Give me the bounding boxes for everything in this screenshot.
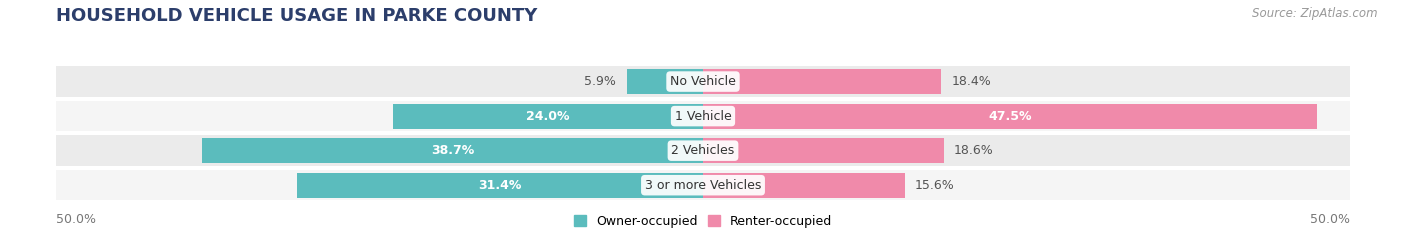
Bar	[703, 138, 943, 163]
Text: 18.4%: 18.4%	[952, 75, 991, 88]
Text: 50.0%: 50.0%	[1310, 213, 1350, 227]
Bar	[56, 101, 1350, 131]
Text: 38.7%: 38.7%	[432, 144, 474, 157]
Text: 18.6%: 18.6%	[953, 144, 994, 157]
Text: 5.9%: 5.9%	[585, 75, 616, 88]
Text: 50.0%: 50.0%	[56, 213, 96, 227]
Legend: Owner-occupied, Renter-occupied: Owner-occupied, Renter-occupied	[574, 215, 832, 228]
Bar	[627, 69, 703, 94]
Bar	[703, 173, 905, 198]
Bar	[56, 66, 1350, 97]
Text: 47.5%: 47.5%	[988, 110, 1032, 123]
Text: Source: ZipAtlas.com: Source: ZipAtlas.com	[1253, 7, 1378, 20]
Bar	[56, 135, 1350, 166]
Bar	[202, 138, 703, 163]
Text: 31.4%: 31.4%	[478, 179, 522, 192]
Bar	[297, 173, 703, 198]
Bar	[703, 104, 1317, 128]
Bar	[56, 170, 1350, 200]
Text: 1 Vehicle: 1 Vehicle	[675, 110, 731, 123]
Bar	[392, 104, 703, 128]
Text: 3 or more Vehicles: 3 or more Vehicles	[645, 179, 761, 192]
Text: No Vehicle: No Vehicle	[671, 75, 735, 88]
Bar	[703, 69, 941, 94]
Text: 24.0%: 24.0%	[526, 110, 569, 123]
Text: HOUSEHOLD VEHICLE USAGE IN PARKE COUNTY: HOUSEHOLD VEHICLE USAGE IN PARKE COUNTY	[56, 7, 537, 25]
Text: 2 Vehicles: 2 Vehicles	[672, 144, 734, 157]
Text: 15.6%: 15.6%	[915, 179, 955, 192]
